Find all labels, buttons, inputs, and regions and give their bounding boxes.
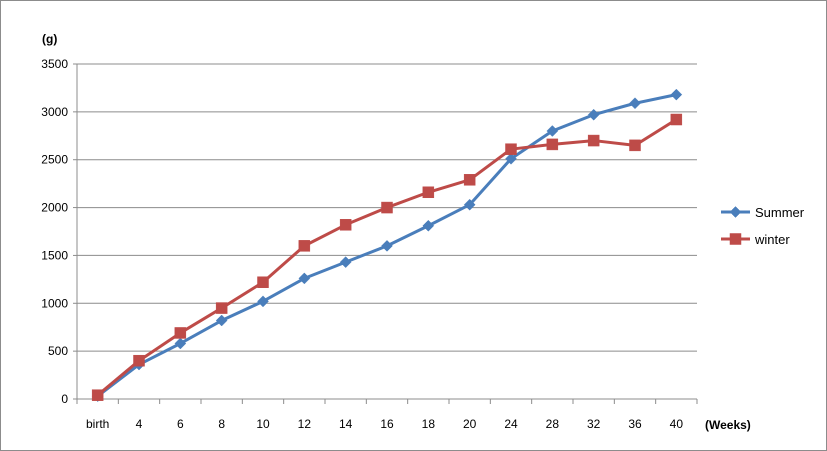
- data-point-summer: [505, 152, 517, 165]
- legend-item-summer: Summer: [721, 205, 805, 220]
- x-tick-label: 16: [380, 417, 394, 431]
- x-tick-label: 6: [177, 417, 184, 431]
- y-unit-label: (g): [42, 32, 57, 46]
- x-tick-label: 36: [628, 417, 642, 431]
- series-winter: [91, 113, 683, 401]
- data-point-summer: [174, 337, 187, 350]
- legend-item-winter: winter: [721, 232, 790, 247]
- series-line-winter: [96, 118, 678, 397]
- data-point-winter: [587, 134, 600, 147]
- data-point-summer: [463, 198, 476, 211]
- data-point-winter: [174, 327, 187, 339]
- data-point-summer: [298, 272, 311, 285]
- data-point-winter: [629, 139, 641, 152]
- data-point-winter: [257, 276, 269, 288]
- data-point-summer: [215, 314, 228, 327]
- data-point-winter: [339, 219, 352, 231]
- x-tick-label: 4: [136, 417, 143, 431]
- legend-marker-winter: [729, 233, 742, 245]
- data-point-summer: [629, 97, 641, 110]
- x-tick-label: birth: [86, 417, 109, 431]
- x-tick-label: 12: [298, 417, 312, 431]
- data-point-winter: [91, 389, 104, 401]
- y-tick-labels: 0 500 1000 1500 2000 2500 3000 3500: [41, 57, 68, 406]
- data-point-summer: [381, 240, 393, 252]
- x-tick-label: 10: [256, 417, 270, 431]
- y-tick-label: 3000: [41, 105, 68, 119]
- x-tick-label: 24: [504, 417, 518, 431]
- data-point-winter: [215, 302, 228, 314]
- x-tick-label: 20: [463, 417, 477, 431]
- x-unit-label: (Weeks): [705, 418, 751, 432]
- data-point-summer: [587, 108, 600, 121]
- axes: [73, 63, 698, 404]
- legend-label-summer: Summer: [755, 205, 805, 220]
- x-tick-label: 28: [546, 417, 560, 431]
- x-tick-label: 18: [422, 417, 436, 431]
- data-point-winter: [463, 174, 476, 186]
- x-tick-label: 8: [218, 417, 225, 431]
- data-point-summer: [339, 256, 352, 268]
- legend-marker-summer: [729, 206, 742, 218]
- data-point-winter: [546, 138, 559, 151]
- x-tick-label: 40: [670, 417, 684, 431]
- data-point-winter: [381, 201, 393, 214]
- x-tick-label: 14: [339, 417, 353, 431]
- y-tick-label: 2000: [41, 201, 68, 215]
- data-point-winter: [133, 354, 145, 367]
- legend: Summer winter: [721, 205, 805, 247]
- legend-label-winter: winter: [754, 232, 790, 247]
- x-tick-label: 32: [587, 417, 601, 431]
- data-point-summer: [422, 219, 435, 232]
- y-tick-label: 2500: [41, 153, 68, 167]
- data-point-summer: [546, 125, 559, 137]
- data-point-summer: [670, 88, 683, 101]
- data-point-winter: [298, 240, 311, 252]
- y-tick-label: 3500: [41, 57, 68, 71]
- data-point-winter: [670, 113, 683, 126]
- y-tick-label: 1500: [41, 248, 68, 262]
- y-tick-label: 0: [61, 392, 68, 406]
- y-tick-label: 1000: [41, 296, 68, 310]
- data-point-summer: [257, 295, 269, 308]
- x-tick-labels: birth 4 6 8 10 12 14 16 18 20 24 28 32 36 40: [86, 417, 683, 431]
- data-point-winter: [505, 143, 517, 155]
- data-point-winter: [422, 186, 435, 199]
- y-tick-label: 500: [48, 344, 68, 358]
- series-layer: [91, 88, 683, 402]
